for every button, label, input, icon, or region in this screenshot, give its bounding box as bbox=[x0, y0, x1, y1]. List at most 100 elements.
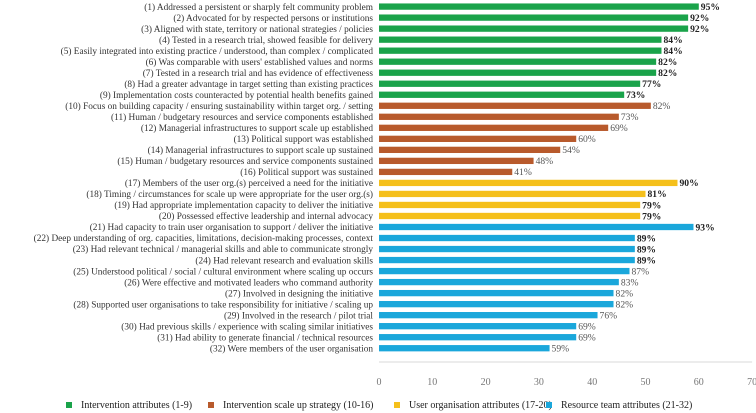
legend-swatch bbox=[394, 402, 400, 408]
bar bbox=[379, 234, 635, 242]
bar bbox=[379, 91, 625, 98]
legend-swatch bbox=[546, 402, 552, 408]
data-label: 41% bbox=[514, 167, 532, 178]
data-label: 90% bbox=[679, 178, 698, 189]
x-tick-label: 40 bbox=[587, 377, 597, 388]
data-label: 84% bbox=[663, 35, 682, 46]
legend-swatch bbox=[66, 402, 72, 408]
data-label: 73% bbox=[621, 112, 639, 123]
category-label: (10) Focus on building capacity / ensuri… bbox=[65, 101, 373, 112]
x-tick-label: 70 bbox=[747, 377, 756, 388]
data-label: 81% bbox=[648, 189, 667, 200]
legend-label: Intervention attributes (1-9) bbox=[81, 400, 192, 411]
data-label: 93% bbox=[695, 222, 714, 233]
bar bbox=[379, 289, 614, 297]
data-label: 77% bbox=[642, 79, 661, 90]
category-labels: (1) Addressed a persistent or sharply fe… bbox=[34, 2, 374, 355]
category-label: (31) Had ability to generate financial /… bbox=[157, 332, 373, 343]
legend-label: User organisation attributes (17-20) bbox=[409, 400, 552, 411]
data-label: 89% bbox=[637, 255, 656, 266]
value-labels: 95%92%92%84%84%82%82%77%73%82%73%69%60%5… bbox=[514, 2, 720, 355]
x-tick-label: 20 bbox=[481, 377, 491, 388]
category-label: (3) Aligned with state, territory or nat… bbox=[141, 24, 373, 35]
category-label: (25) Understood political / social / cul… bbox=[73, 266, 373, 277]
bar bbox=[379, 102, 651, 109]
legend-label: Intervention scale up strategy (10-16) bbox=[223, 400, 374, 411]
data-label: 69% bbox=[610, 123, 628, 134]
bar bbox=[379, 345, 550, 352]
data-label: 73% bbox=[626, 90, 645, 101]
category-label: (2) Advocated for by respected persons o… bbox=[173, 13, 373, 24]
bar bbox=[379, 80, 641, 87]
category-label: (4) Tested in a research trial, showed f… bbox=[159, 35, 373, 46]
bar bbox=[379, 146, 561, 154]
category-label: (12) Managerial infrastructures to suppo… bbox=[141, 123, 373, 134]
data-label: 60% bbox=[578, 134, 596, 145]
category-label: (7) Tested in a research trial and has e… bbox=[143, 68, 374, 79]
bar bbox=[379, 58, 657, 65]
data-label: 76% bbox=[600, 310, 618, 321]
bar bbox=[379, 69, 657, 76]
bar bbox=[379, 201, 641, 209]
data-label: 87% bbox=[632, 266, 650, 277]
data-label: 95% bbox=[701, 2, 720, 13]
data-label: 89% bbox=[637, 244, 656, 255]
data-label: 82% bbox=[658, 57, 677, 68]
category-label: (13) Political support was established bbox=[234, 134, 374, 145]
data-label: 92% bbox=[690, 24, 709, 35]
data-label: 82% bbox=[616, 299, 634, 310]
data-label: 82% bbox=[653, 101, 671, 112]
bar bbox=[379, 168, 513, 176]
category-label: (1) Addressed a persistent or sharply fe… bbox=[144, 2, 374, 13]
bar bbox=[379, 25, 689, 32]
bar bbox=[379, 47, 662, 54]
data-label: 79% bbox=[642, 211, 661, 222]
data-label: 59% bbox=[552, 344, 570, 355]
x-tick-label: 60 bbox=[694, 377, 704, 388]
data-label: 89% bbox=[637, 233, 656, 244]
bar bbox=[379, 245, 635, 253]
category-label: (19) Had appropriate implementation capa… bbox=[114, 200, 373, 211]
bar bbox=[379, 14, 689, 21]
category-label: (16) Political support was sustained bbox=[240, 167, 373, 178]
data-label: 69% bbox=[578, 321, 596, 332]
bar bbox=[379, 3, 699, 10]
bar bbox=[379, 323, 577, 330]
category-label: (32) Were members of the user organisati… bbox=[210, 343, 373, 354]
category-label: (5) Easily integrated into existing prac… bbox=[61, 46, 374, 57]
category-label: (17) Members of the user org.(s) perceiv… bbox=[125, 178, 373, 189]
x-tick-label: 0 bbox=[377, 377, 382, 388]
bar bbox=[379, 278, 619, 286]
bar bbox=[379, 223, 694, 231]
bars-layer bbox=[379, 3, 699, 352]
bar bbox=[379, 135, 577, 142]
category-label: (14) Managerial infrastructures to suppo… bbox=[148, 145, 374, 156]
category-label: (26) Were effective and motivated leader… bbox=[124, 277, 373, 288]
category-label: (8) Had a greater advantage in target se… bbox=[124, 79, 373, 90]
category-label: (24) Had relevant research and evaluatio… bbox=[195, 255, 373, 266]
category-label: (6) Was comparable with users' establish… bbox=[146, 57, 374, 68]
data-label: 92% bbox=[690, 13, 709, 24]
bar bbox=[379, 212, 641, 220]
category-label: (18) Timing / circumstances for scale up… bbox=[86, 189, 373, 200]
bar bbox=[379, 267, 630, 275]
legend-swatch bbox=[208, 402, 214, 408]
x-axis-ticks: 0 10 20 30 40 50 60 70 bbox=[377, 377, 756, 388]
bar bbox=[379, 157, 534, 165]
category-label: (11) Human / budgetary resources and ser… bbox=[111, 112, 373, 123]
bar bbox=[379, 256, 635, 264]
bar bbox=[379, 312, 598, 319]
data-label: 79% bbox=[642, 200, 661, 211]
x-tick-label: 50 bbox=[641, 377, 651, 388]
category-label: (22) Deep understanding of org. capaciti… bbox=[34, 233, 374, 244]
category-label: (20) Possessed effective leadership and … bbox=[159, 211, 373, 222]
data-label: 69% bbox=[578, 333, 596, 344]
bar bbox=[379, 334, 577, 341]
data-label: 82% bbox=[658, 68, 677, 79]
category-label: (23) Had relevant technical / managerial… bbox=[73, 244, 374, 255]
bar bbox=[379, 300, 614, 308]
data-label: 54% bbox=[562, 145, 580, 156]
bar bbox=[379, 190, 646, 198]
bar bbox=[379, 36, 662, 43]
category-label: (21) Had capacity to train user organisa… bbox=[90, 222, 373, 233]
